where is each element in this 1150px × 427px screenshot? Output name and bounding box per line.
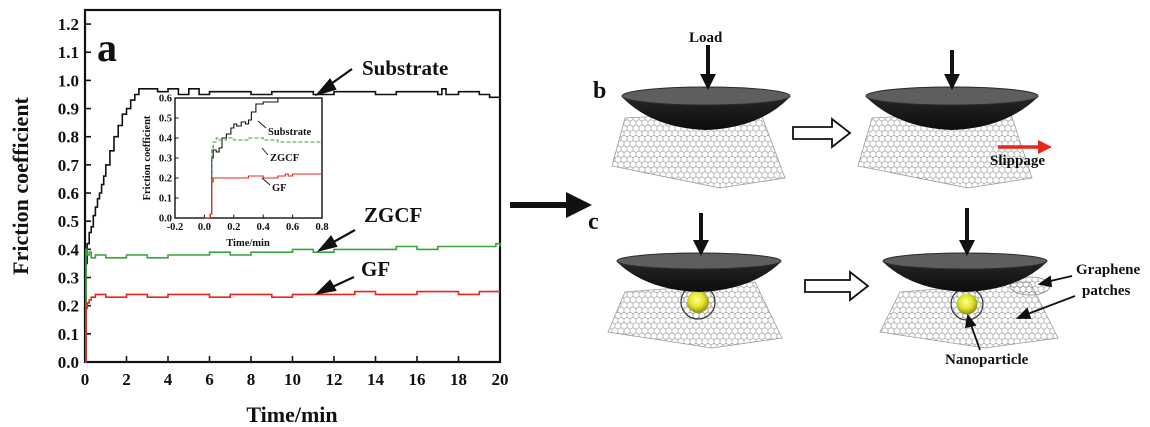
y-tick-label: 0.3 — [159, 154, 172, 165]
schematic-c-left — [607, 213, 783, 349]
nanoparticle — [687, 291, 709, 313]
load-label: Load — [689, 30, 723, 46]
y-tick-label: 0.4 — [58, 240, 80, 259]
panel-a-label: a — [97, 25, 117, 70]
x-tick-label: 6 — [205, 370, 214, 389]
nanoparticle — [956, 293, 978, 315]
load-arrow — [693, 240, 709, 256]
schematic-panels: b c Load Slippage — [588, 30, 1141, 368]
y-tick-label: 0.0 — [58, 353, 79, 372]
series-line-zgcf — [204, 137, 322, 219]
y-tick-label: 1.1 — [58, 43, 79, 62]
y-tick-label: 0.6 — [159, 94, 172, 105]
x-tick-label: 0 — [81, 370, 90, 389]
inset-x-axis-label: Time/min — [226, 238, 270, 249]
y-tick-label: 0.0 — [159, 214, 172, 225]
x-tick-label: 2 — [122, 370, 131, 389]
main-tick-group: 0 2 4 6 8 10 12 14 16 18 20 0.0 0.1 0.2 0.3 0.4 0.5 0.6 0.… — [58, 15, 509, 389]
hollow-arrow-c — [804, 270, 870, 302]
transition-arrow — [510, 192, 592, 218]
series-label-zgcf: ZGCF — [364, 203, 422, 227]
x-tick-label: -0.2 — [167, 222, 184, 233]
x-tick-label: 20 — [492, 370, 509, 389]
inset-leader-lines — [257, 120, 271, 186]
panel-b-label: b — [593, 78, 606, 104]
inset-series-group — [204, 97, 322, 219]
y-tick-label: 0.5 — [159, 114, 172, 125]
load-arrow — [944, 74, 960, 90]
y-tick-label: 0.3 — [58, 269, 79, 288]
x-tick-label: 12 — [326, 370, 343, 389]
inset-label-zgcf: ZGCF — [270, 153, 299, 164]
annotation-arrows — [314, 68, 356, 295]
tip-top-surface — [621, 86, 791, 106]
schematic-c-right: Graphene patches Nanoparticle — [879, 208, 1141, 368]
x-tick-label: 0.0 — [198, 222, 211, 233]
friction-chart: 0 2 4 6 8 10 12 14 16 18 20 0.0 0.1 0.2 0.3 0.4 0.5 0.6 0.… — [8, 8, 509, 427]
y-tick-label: 0.1 — [58, 325, 79, 344]
y-tick-label: 0.2 — [58, 297, 79, 316]
main-series-group — [85, 88, 501, 363]
x-tick-label: 8 — [247, 370, 256, 389]
x-tick-label: 4 — [164, 370, 173, 389]
inset-chart: -0.2 0.0 0.2 0.4 0.6 0.80.00.10.20.30.40.50.6… — [142, 94, 329, 250]
load-arrow — [700, 74, 716, 90]
y-axis-label: Friction coefficient — [8, 96, 33, 274]
y-tick-label: 0.9 — [58, 100, 79, 119]
x-tick-label: 0.2 — [227, 222, 240, 233]
graphene-patches-label-line2: patches — [1082, 283, 1130, 299]
inset-label-gf: GF — [272, 183, 287, 194]
y-tick-label: 0.8 — [58, 128, 79, 147]
inset-tick-group: -0.2 0.0 0.2 0.4 0.6 0.80.00.10.20.30.40.50.6 — [159, 94, 329, 234]
y-tick-label: 0.4 — [159, 134, 173, 145]
slippage-label: Slippage — [990, 153, 1045, 169]
series-line-zgcf — [85, 242, 501, 363]
y-tick-label: 0.5 — [58, 212, 79, 231]
inset-y-axis-label: Friction coefficient — [142, 115, 153, 200]
panel-c-label: c — [588, 209, 599, 235]
schematic-b-left: Load — [611, 30, 791, 189]
nanoparticle-label: Nanoparticle — [945, 352, 1029, 368]
series-label-substrate: Substrate — [362, 56, 448, 80]
y-tick-label: 1.0 — [58, 71, 79, 90]
nanoparticle-pointer — [964, 313, 981, 351]
series-line-substrate — [85, 88, 501, 363]
slippage-arrowhead — [1038, 140, 1052, 154]
x-tick-label: 0.6 — [286, 222, 299, 233]
inset-label-substrate: Substrate — [268, 127, 312, 138]
hollow-arrow-b — [792, 117, 852, 149]
tip-top-surface — [616, 252, 782, 270]
x-tick-label: 10 — [284, 370, 301, 389]
tip-top-surface — [882, 252, 1048, 270]
x-tick-label: 0.4 — [257, 222, 271, 233]
x-tick-label: 14 — [367, 370, 385, 389]
x-tick-label: 0.8 — [315, 222, 328, 233]
load-arrow — [959, 240, 975, 256]
series-line-gf — [85, 290, 500, 363]
y-tick-label: 1.2 — [58, 15, 79, 34]
y-tick-label: 0.6 — [58, 184, 79, 203]
series-label-gf: GF — [361, 257, 390, 281]
x-tick-label: 16 — [409, 370, 426, 389]
series-line-gf — [204, 173, 322, 219]
y-tick-label: 0.1 — [159, 194, 172, 205]
graphene-patches-label-line1: Graphene — [1076, 262, 1141, 278]
graphene-patches-pointers — [1015, 275, 1076, 319]
y-tick-label: 0.7 — [58, 156, 80, 175]
schematic-b-right: Slippage — [857, 50, 1052, 189]
y-tick-label: 0.2 — [159, 174, 172, 185]
inset-plot-frame — [174, 97, 323, 219]
x-axis-label: Time/min — [246, 402, 337, 427]
x-tick-label: 18 — [450, 370, 467, 389]
series-line-substrate — [204, 97, 322, 219]
